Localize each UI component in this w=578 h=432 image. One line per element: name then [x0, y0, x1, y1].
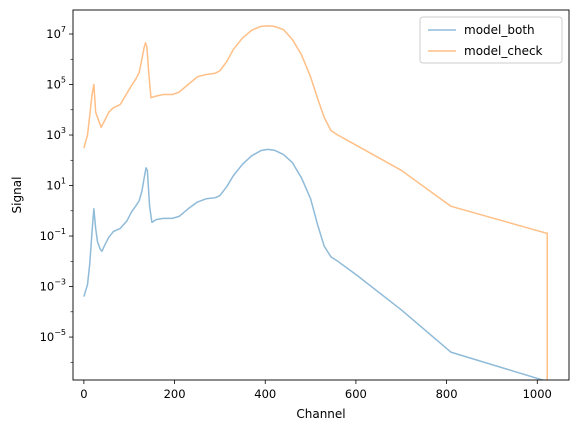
y-tick-label: 10−1: [40, 227, 66, 243]
x-axis-label: Channel: [296, 407, 345, 421]
legend: model_both model_check: [419, 16, 563, 64]
x-tick-label: 0: [80, 387, 87, 401]
plot-area: [83, 25, 548, 380]
y-tick-label: 103: [46, 126, 66, 142]
y-tick-label: 10−5: [40, 328, 66, 344]
x-tick-label: 400: [254, 387, 276, 401]
x-tick-label: 600: [345, 387, 367, 401]
axes-frame: [72, 9, 570, 381]
y-axis-label: Signal: [10, 177, 24, 214]
axis-ticks: 0 200 400 600 800 1000 10−5 10−3 10−1 101 103 105 10…: [40, 25, 552, 401]
series-line-model-both: [83, 148, 548, 380]
x-tick-label: 800: [436, 387, 458, 401]
legend-label-model-both: model_both: [464, 23, 535, 37]
y-tick-label: 105: [46, 76, 66, 92]
series-line-model-check: [83, 25, 548, 380]
y-tick-label: 107: [46, 25, 66, 41]
y-tick-label: 10−3: [40, 278, 66, 294]
x-tick-label: 1000: [523, 387, 552, 401]
y-tick-label: 101: [46, 177, 66, 193]
legend-label-model-check: model_check: [464, 44, 543, 58]
x-tick-label: 200: [164, 387, 186, 401]
